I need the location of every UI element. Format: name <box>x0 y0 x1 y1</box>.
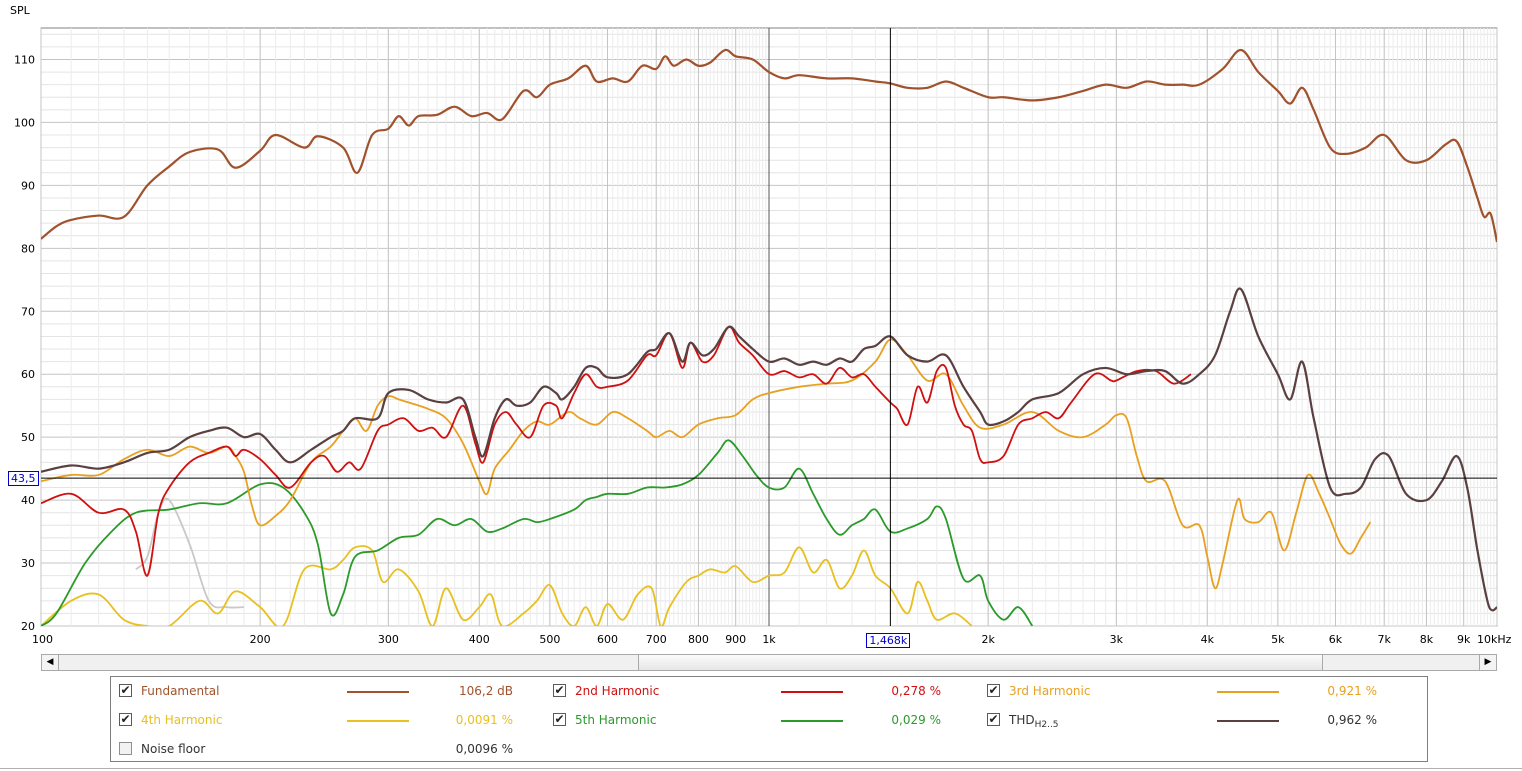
x-tick-label: 200 <box>250 633 271 646</box>
x-tick-label: 5k <box>1271 633 1285 646</box>
spl-chart[interactable]: SPL 100 200 300 400 500 600 700 800 900 1k 2k 3k 4k 5… <box>0 0 1522 650</box>
legend-checkbox-4th-harmonic[interactable]: ✔ <box>119 712 132 726</box>
legend-swatch-5th-harmonic <box>781 720 843 722</box>
legend-checkbox-5th-harmonic[interactable]: ✔ <box>553 712 566 726</box>
x-tick-label: 1k <box>762 633 776 646</box>
y-tick-label: 70 <box>21 305 35 318</box>
legend-label: THDH2..5 <box>1009 713 1059 730</box>
legend-checkbox-noise-floor[interactable] <box>119 742 132 755</box>
y-tick-label: 100 <box>14 116 35 129</box>
legend-value-2nd-harmonic: 0,278 % <box>891 684 941 698</box>
legend-value-fundamental: 106,2 dB <box>458 684 513 698</box>
legend-label: 3rd Harmonic <box>1009 684 1091 698</box>
legend-value-noise-floor: 0,0096 % <box>455 742 513 756</box>
legend-swatch-3rd-harmonic <box>1217 691 1279 693</box>
legend-value-3rd-harmonic: 0,921 % <box>1327 684 1377 698</box>
legend-label: Noise floor <box>141 742 206 756</box>
x-tick-label: 9k <box>1457 633 1471 646</box>
legend-swatch-thd <box>1217 720 1279 722</box>
x-tick-label: 3k <box>1110 633 1124 646</box>
legend-checkbox-2nd-harmonic[interactable]: ✔ <box>553 683 566 697</box>
x-tick-label: 700 <box>646 633 667 646</box>
x-tick-label: 6k <box>1329 633 1343 646</box>
arrow-left-icon[interactable]: ◀ <box>42 655 59 670</box>
x-tick-label: 2k <box>981 633 995 646</box>
x-tick-label: 800 <box>688 633 709 646</box>
y-tick-label: 90 <box>21 179 35 192</box>
cursor-y-readout: 43,5 <box>8 471 39 487</box>
scrollbar-thumb[interactable] <box>638 655 1323 670</box>
horizontal-scrollbar[interactable]: ◀ ▶ <box>41 654 1497 671</box>
y-tick-label: 110 <box>14 53 35 66</box>
legend-value-5th-harmonic: 0,029 % <box>891 713 941 727</box>
cursor-x-readout: 1,468k <box>866 633 911 648</box>
series-noise-floor <box>135 497 244 609</box>
series-layer <box>41 48 1497 626</box>
series-2nd-harmonic <box>41 325 1192 577</box>
series-thd <box>41 287 1497 612</box>
legend-panel: ✔ Fundamental 106,2 dB ✔ 2nd Harmonic 0,278 %… <box>110 676 1428 762</box>
x-tick-label: 400 <box>469 633 490 646</box>
legend-checkbox-thd[interactable]: ✔ <box>987 712 1000 726</box>
y-tick-labels: 20 30 40 50 60 70 80 90 100 110 <box>14 53 35 633</box>
x-tick-labels: 100 200 300 400 500 600 700 800 900 1k 2k 3k 4k 5k 6k 7… <box>32 633 1512 646</box>
series-3rd-harmonic <box>41 338 1372 590</box>
x-tick-label: 900 <box>725 633 746 646</box>
legend-label-subscript: H2..5 <box>1034 720 1059 730</box>
x-tick-label: 4k <box>1201 633 1215 646</box>
legend-value-thd: 0,962 % <box>1327 713 1377 727</box>
legend-label: 4th Harmonic <box>141 713 223 727</box>
legend-label: 2nd Harmonic <box>575 684 660 698</box>
legend-value-4th-harmonic: 0,0091 % <box>455 713 513 727</box>
legend-label: 5th Harmonic <box>575 713 657 727</box>
y-tick-label: 40 <box>21 494 35 507</box>
series-fundamental <box>41 48 1497 243</box>
cursor[interactable] <box>41 28 1497 626</box>
arrow-right-icon[interactable]: ▶ <box>1479 655 1496 670</box>
x-tick-label: 8k <box>1420 633 1434 646</box>
x-tick-label: 600 <box>597 633 618 646</box>
x-tick-label: 300 <box>378 633 399 646</box>
grid <box>40 28 1498 627</box>
y-tick-label: 80 <box>21 242 35 255</box>
x-tick-label: 500 <box>539 633 560 646</box>
legend-swatch-4th-harmonic <box>347 720 409 722</box>
x-tick-label: 10kHz <box>1477 633 1512 646</box>
y-tick-label: 50 <box>21 431 35 444</box>
x-tick-label: 100 <box>32 633 53 646</box>
y-tick-label: 20 <box>21 620 35 633</box>
y-tick-label: 30 <box>21 557 35 570</box>
y-axis-label: SPL <box>10 4 31 17</box>
status-divider <box>0 768 1522 769</box>
legend-checkbox-fundamental[interactable]: ✔ <box>119 683 132 697</box>
legend-checkbox-3rd-harmonic[interactable]: ✔ <box>987 683 1000 697</box>
y-tick-label: 60 <box>21 368 35 381</box>
series-4th-harmonic <box>41 545 973 626</box>
legend-swatch-2nd-harmonic <box>781 691 843 693</box>
legend-label: Fundamental <box>141 684 220 698</box>
series-5th-harmonic <box>41 439 1034 626</box>
legend-swatch-fundamental <box>347 691 409 693</box>
x-tick-label: 7k <box>1378 633 1392 646</box>
